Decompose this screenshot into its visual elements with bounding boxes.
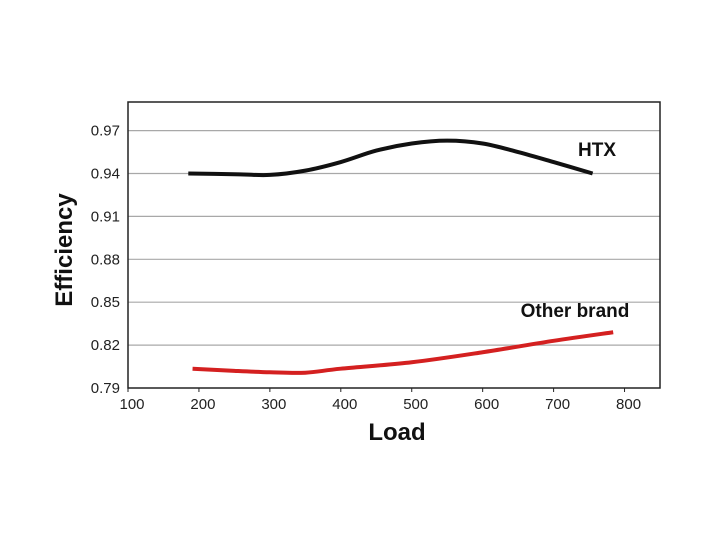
y-tick-labels: 0.97 0.94 0.91 0.88 0.85 0.82 0.79 (91, 123, 120, 397)
series-label-htx: HTX (578, 140, 616, 161)
x-tick-label: 700 (545, 396, 570, 413)
x-axis-label: Load (368, 419, 425, 446)
series-lines (188, 138, 614, 375)
x-tick-labels: 100 200 300 400 500 600 700 800 (119, 388, 641, 413)
y-tick-label: 0.91 (91, 208, 120, 225)
plot-frame (127, 101, 661, 389)
y-tick-label: 0.82 (91, 337, 120, 354)
x-tick-label: 100 (119, 396, 144, 413)
y-tick-label: 0.79 (91, 380, 120, 397)
y-tick-label: 0.97 (91, 123, 120, 140)
series-label-other-brand: Other brand (521, 301, 630, 322)
y-tick-label: 0.88 (91, 251, 120, 268)
series-line-other-brand (192, 330, 614, 375)
x-tick-label: 500 (403, 396, 428, 413)
series-line-htx (188, 138, 594, 178)
x-tick-label: 400 (332, 396, 357, 413)
y-tick-label: 0.85 (91, 294, 120, 311)
x-tick-label: 800 (616, 396, 641, 413)
x-tick-label: 200 (190, 396, 215, 413)
y-tick-label: 0.94 (91, 166, 120, 183)
y-axis-label: Efficiency (51, 193, 78, 307)
x-tick-label: 600 (474, 396, 499, 413)
x-tick-label: 300 (261, 396, 286, 413)
